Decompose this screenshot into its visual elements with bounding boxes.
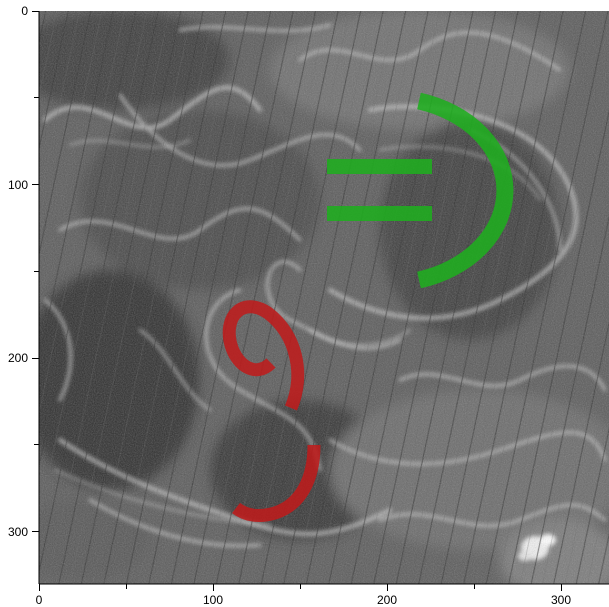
x-tick-label-100: 100 — [203, 593, 223, 607]
axes-frame — [38, 11, 609, 585]
red-hook — [232, 444, 321, 522]
green-annotation — [327, 92, 514, 289]
y-tick-label-100: 100 — [8, 178, 28, 192]
y-tick-label-300: 300 — [8, 525, 28, 539]
x-axis: 0 100 200 300 — [36, 584, 571, 607]
y-tick-label-0: 0 — [21, 4, 28, 18]
red-spiral — [222, 300, 305, 411]
x-tick-label-300: 300 — [551, 593, 571, 607]
y-tick-label-200: 200 — [8, 351, 28, 365]
satellite-image — [39, 11, 609, 584]
red-annotation — [222, 300, 321, 522]
y-axis: 0 100 200 300 — [8, 4, 39, 539]
x-tick-label-0: 0 — [36, 593, 43, 607]
green-bar-upper — [327, 159, 432, 174]
green-bar-lower — [327, 206, 432, 221]
green-arc — [417, 92, 514, 289]
x-tick-label-200: 200 — [377, 593, 397, 607]
